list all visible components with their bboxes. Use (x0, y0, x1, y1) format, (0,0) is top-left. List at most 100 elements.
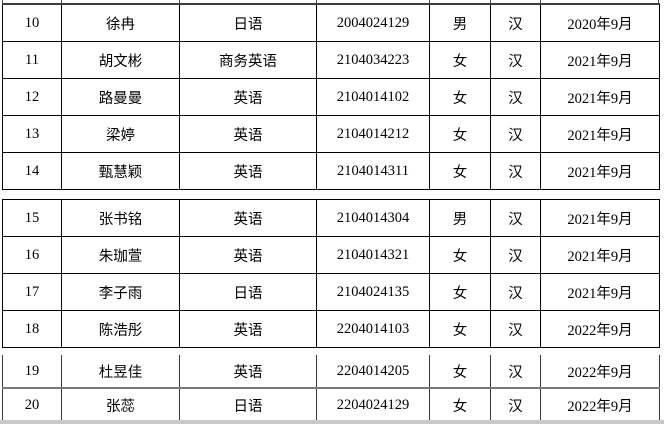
table-row: 17 李子雨 日语 2104024135 女汉 2021年9月 (2, 273, 660, 311)
cell-name: 朱珈萱 (61, 236, 180, 274)
cell-gender: 女 (429, 388, 491, 422)
roster-table-section-3: 19 杜昱佳 英语 2204014205 女汉 2022年9月 20 张蕊 日语 22040241… (2, 355, 660, 422)
cell-ethnicity: 汉 (490, 355, 541, 389)
table-row: 19 杜昱佳 英语 2204014205 女汉 2022年9月 (2, 355, 660, 389)
cell-major: 英语 (179, 236, 317, 274)
table-row: 10 徐冉 日语 2004024129 男汉 2020年9月 (2, 3, 660, 42)
cell-gender: 女 (429, 115, 491, 153)
cell-gender: 女 (429, 236, 491, 274)
cell-num: 11 (2, 41, 62, 79)
cell-gender: 男 (429, 199, 491, 237)
cell-enroll_date: 2021年9月 (540, 152, 660, 190)
cell-ethnicity: 汉 (490, 3, 541, 42)
cell-student_id: 2204014205 (316, 355, 430, 389)
column-border-stub (658, 0, 659, 3)
roster-table-section-1: 10 徐冉 日语 2004024129 男汉 2020年9月 11 胡文彬 商务英语 210403… (2, 3, 660, 190)
cell-student_id: 2104014311 (316, 152, 430, 190)
cell-major: 英语 (179, 78, 317, 116)
cell-student_id: 2104014321 (316, 236, 430, 274)
column-border-stub (179, 0, 180, 3)
cell-num: 17 (2, 273, 62, 311)
cell-name: 李子雨 (61, 273, 180, 311)
cell-major: 英语 (179, 152, 317, 190)
cell-name: 甄慧颖 (61, 152, 180, 190)
cell-student_id: 2204014103 (316, 310, 430, 348)
table-row: 18 陈浩彤 英语 2204014103 女汉 2022年9月 (2, 310, 660, 348)
cell-major: 商务英语 (179, 41, 317, 79)
cell-enroll_date: 2021年9月 (540, 115, 660, 153)
cell-ethnicity: 汉 (490, 152, 541, 190)
cell-ethnicity: 汉 (490, 310, 541, 348)
cell-student_id: 2104014102 (316, 78, 430, 116)
column-border-stub (429, 0, 430, 3)
cell-num: 16 (2, 236, 62, 274)
cell-num: 19 (2, 355, 62, 389)
cell-ethnicity: 汉 (490, 78, 541, 116)
cell-num: 15 (2, 199, 62, 237)
cell-ethnicity: 汉 (490, 236, 541, 274)
cell-gender: 女 (429, 152, 491, 190)
cell-student_id: 2104014212 (316, 115, 430, 153)
cell-enroll_date: 2021年9月 (540, 199, 660, 237)
cell-ethnicity: 汉 (490, 199, 541, 237)
cell-major: 日语 (179, 273, 317, 311)
cell-gender: 女 (429, 41, 491, 79)
table-row: 15 张书铭 英语 2104014304 男汉 2021年9月 (2, 199, 660, 237)
column-border-stub (61, 0, 62, 3)
column-border-stub (490, 0, 491, 3)
table-row: 16 朱珈萱 英语 2104014321 女汉 2021年9月 (2, 236, 660, 274)
cell-name: 杜昱佳 (61, 355, 180, 389)
cell-ethnicity: 汉 (490, 41, 541, 79)
cell-gender: 女 (429, 273, 491, 311)
cell-enroll_date: 2021年9月 (540, 273, 660, 311)
cell-gender: 女 (429, 310, 491, 348)
table-row: 20 张蕊 日语 2204024129 女汉 2022年9月 (2, 388, 660, 422)
cell-student_id: 2104024135 (316, 273, 430, 311)
table-row: 14 甄慧颖 英语 2104014311 女汉 2021年9月 (2, 152, 660, 190)
cell-name: 胡文彬 (61, 41, 180, 79)
column-border-stub (540, 0, 541, 3)
cell-student_id: 2104034223 (316, 41, 430, 79)
cell-enroll_date: 2022年9月 (540, 310, 660, 348)
cell-num: 20 (2, 388, 62, 422)
column-border-stub (316, 0, 317, 3)
cell-enroll_date: 2022年9月 (540, 355, 660, 389)
cell-gender: 女 (429, 78, 491, 116)
cell-num: 14 (2, 152, 62, 190)
cell-major: 日语 (179, 3, 317, 42)
cell-num: 18 (2, 310, 62, 348)
cell-num: 13 (2, 115, 62, 153)
cell-major: 英语 (179, 355, 317, 389)
cell-enroll_date: 2021年9月 (540, 78, 660, 116)
cell-ethnicity: 汉 (490, 115, 541, 153)
cell-gender: 男 (429, 3, 491, 42)
clipped-page-edge (0, 420, 664, 424)
cell-student_id: 2104014304 (316, 199, 430, 237)
table-row: 12 路曼曼 英语 2104014102 女汉 2021年9月 (2, 78, 660, 116)
cell-major: 英语 (179, 310, 317, 348)
previous-row-remnant (0, 0, 664, 3)
cell-name: 张蕊 (61, 388, 180, 422)
cell-gender: 女 (429, 355, 491, 389)
cell-student_id: 2004024129 (316, 3, 430, 42)
cell-name: 路曼曼 (61, 78, 180, 116)
cell-enroll_date: 2022年9月 (540, 388, 660, 422)
cell-ethnicity: 汉 (490, 388, 541, 422)
cell-num: 12 (2, 78, 62, 116)
cell-enroll_date: 2021年9月 (540, 236, 660, 274)
cell-enroll_date: 2021年9月 (540, 41, 660, 79)
cell-major: 日语 (179, 388, 317, 422)
cell-major: 英语 (179, 199, 317, 237)
cell-name: 徐冉 (61, 3, 180, 42)
cell-name: 陈浩彤 (61, 310, 180, 348)
table-row: 11 胡文彬 商务英语 2104034223 女汉 2021年9月 (2, 41, 660, 79)
cell-name: 张书铭 (61, 199, 180, 237)
cell-student_id: 2204024129 (316, 388, 430, 422)
cell-enroll_date: 2020年9月 (540, 3, 660, 42)
cell-major: 英语 (179, 115, 317, 153)
column-border-stub (2, 0, 3, 3)
cell-ethnicity: 汉 (490, 273, 541, 311)
roster-table-section-2: 15 张书铭 英语 2104014304 男汉 2021年9月 16 朱珈萱 英语 2104014… (2, 199, 660, 348)
cell-name: 梁婷 (61, 115, 180, 153)
